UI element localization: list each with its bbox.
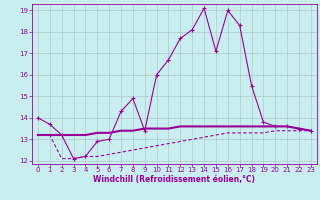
X-axis label: Windchill (Refroidissement éolien,°C): Windchill (Refroidissement éolien,°C) (93, 175, 255, 184)
